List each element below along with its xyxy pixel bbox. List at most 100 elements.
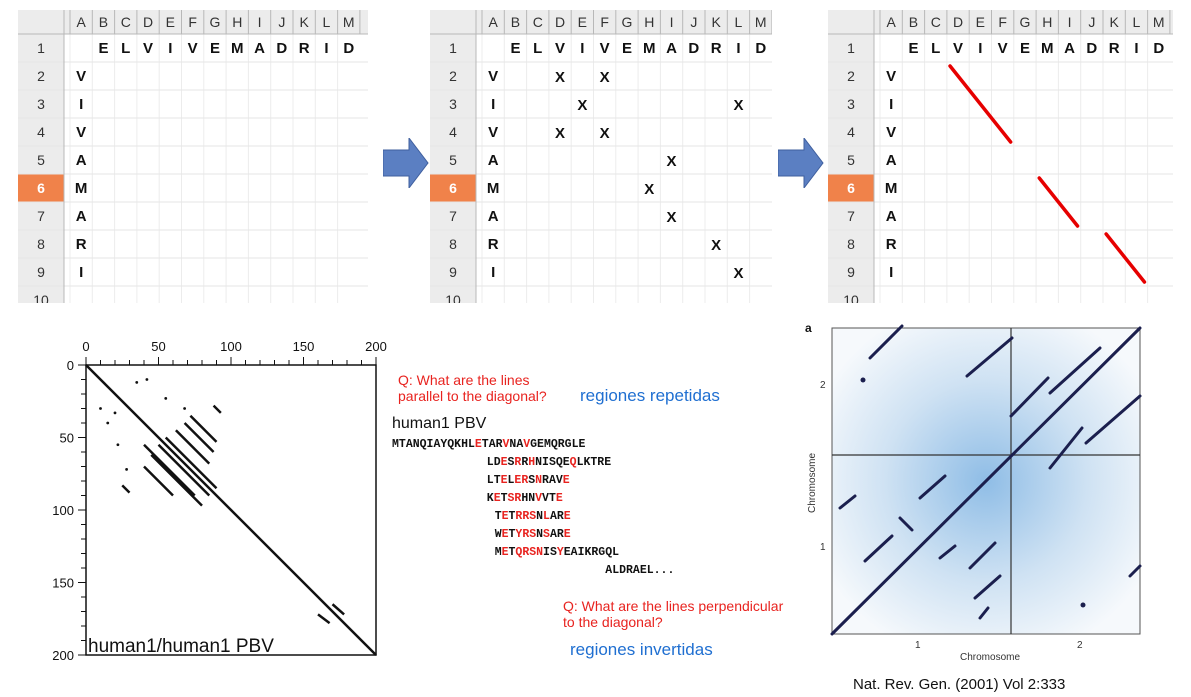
repeat-segment (189, 414, 218, 443)
sequence-letter-top: E (622, 40, 632, 57)
repeat-segment (121, 484, 131, 494)
dot-point (116, 443, 120, 447)
column-header-A: A (488, 14, 498, 30)
sequence-title: human1 PBV (392, 415, 487, 432)
sequence-letter-top: I (168, 40, 172, 57)
synteny-dot (1080, 602, 1086, 608)
synteny-segment (918, 474, 947, 500)
synteny-segment (863, 534, 894, 563)
column-header-F: F (600, 14, 609, 30)
sequence-letter-side: I (491, 264, 495, 281)
chrom-panel-label: a (805, 321, 812, 335)
synteny-segment (968, 541, 997, 570)
sequence-letter-top: I (736, 40, 740, 57)
row-header-1: 1 (847, 40, 855, 56)
column-header-H: H (644, 14, 654, 30)
row-header-1: 1 (37, 40, 45, 56)
synteny-segment (1048, 426, 1084, 470)
column-header-E: E (976, 14, 985, 30)
sequence-letter-top: V (143, 40, 153, 57)
row-header-8: 8 (37, 236, 45, 252)
sequence-letter-side: R (488, 236, 499, 253)
dot-point (125, 468, 128, 471)
column-header-C: C (121, 14, 131, 30)
row-header-8: 8 (449, 236, 457, 252)
column-header-B: B (511, 14, 520, 30)
column-header-F: F (188, 14, 197, 30)
column-header-I: I (1068, 14, 1072, 30)
match-mark: X (555, 125, 565, 142)
sequence-letter-side: V (488, 68, 498, 85)
match-mark: X (733, 97, 743, 114)
row-header-5: 5 (449, 152, 457, 168)
sequence-letter-top: D (276, 40, 287, 57)
sequence-letter-top: L (931, 40, 940, 57)
sequence-letter-top: V (188, 40, 198, 57)
column-header-L: L (1133, 14, 1141, 30)
sequence-letter-side: I (79, 96, 83, 113)
match-mark: X (667, 209, 677, 226)
row-header-4: 4 (847, 124, 855, 140)
question-parallel-line2: parallel to the diagonal? (398, 388, 547, 404)
chrom-ytick-1: 1 (820, 542, 826, 553)
column-header-L: L (323, 14, 331, 30)
question-perpendicular-line1: Q: What are the lines perpendicular (563, 598, 784, 614)
sequence-letter-top: M (643, 40, 656, 57)
sequence-line: LDESRRHNISQEQLKTRE (486, 456, 612, 469)
sequence-letter-top: V (555, 40, 565, 57)
synteny-segment (898, 516, 914, 532)
grid-bg (828, 10, 1173, 303)
column-header-I: I (258, 14, 262, 30)
row-header-3: 3 (449, 96, 457, 112)
x-tick-label: 50 (151, 339, 165, 354)
x-tick-label: 200 (365, 339, 387, 354)
row-header-2: 2 (847, 68, 855, 84)
column-header-E: E (166, 14, 175, 30)
synteny-segment (1128, 564, 1142, 578)
row-header-8: 8 (847, 236, 855, 252)
match-segment (948, 64, 1013, 144)
synteny-dot (860, 377, 866, 383)
sequence-letter-side: A (76, 208, 87, 225)
sequence-letter-top: R (299, 40, 310, 57)
column-header-A: A (886, 14, 896, 30)
column-header-H: H (232, 14, 242, 30)
match-segment (1104, 232, 1147, 284)
sequence-letter-side: V (76, 124, 86, 141)
dotplot-svg: 0 50 100 150 200 0 50 100 150 200 (52, 339, 387, 663)
main-diagonal (85, 364, 377, 656)
sequence-line: WETYRSNSARE (494, 528, 571, 541)
match-mark: X (733, 265, 743, 282)
sequence-letter-top: D (343, 40, 354, 57)
repeat-segment (212, 404, 222, 414)
row-header-7: 7 (37, 208, 45, 224)
match-mark: X (600, 125, 610, 142)
row-header-band (18, 10, 64, 303)
y-tick-label: 50 (60, 431, 74, 446)
row-header-9: 9 (449, 264, 457, 280)
sequence-letter-top: M (1041, 40, 1054, 57)
sequence-line: MTANQIAYQKHLETARVNAVGEMQRGLE (392, 438, 586, 451)
sequence-letter-top: D (1153, 40, 1164, 57)
sequence-letter-side: V (886, 124, 896, 141)
row-header-band (430, 10, 476, 303)
dotplot-panel: 0 50 100 150 200 0 50 100 150 200 human1/human1 P… (40, 325, 395, 670)
row-header-10: 10 (445, 292, 461, 303)
column-header-E: E (578, 14, 587, 30)
column-header-L: L (735, 14, 743, 30)
row-header-band (828, 10, 874, 303)
column-header-G: G (210, 14, 221, 30)
repeat-segment (157, 443, 211, 497)
sequence-letter-top: R (711, 40, 722, 57)
column-header-C: C (931, 14, 941, 30)
row-header-selected (430, 174, 476, 202)
repeat-segment (143, 465, 174, 497)
dot-point (145, 378, 149, 381)
chrom-xtick-1: 1 (915, 640, 921, 651)
row-header-3: 3 (37, 96, 45, 112)
chrom-ytick-2: 2 (820, 380, 826, 391)
row-header-7: 7 (847, 208, 855, 224)
repeat-segment (175, 429, 211, 465)
row-header-2: 2 (37, 68, 45, 84)
